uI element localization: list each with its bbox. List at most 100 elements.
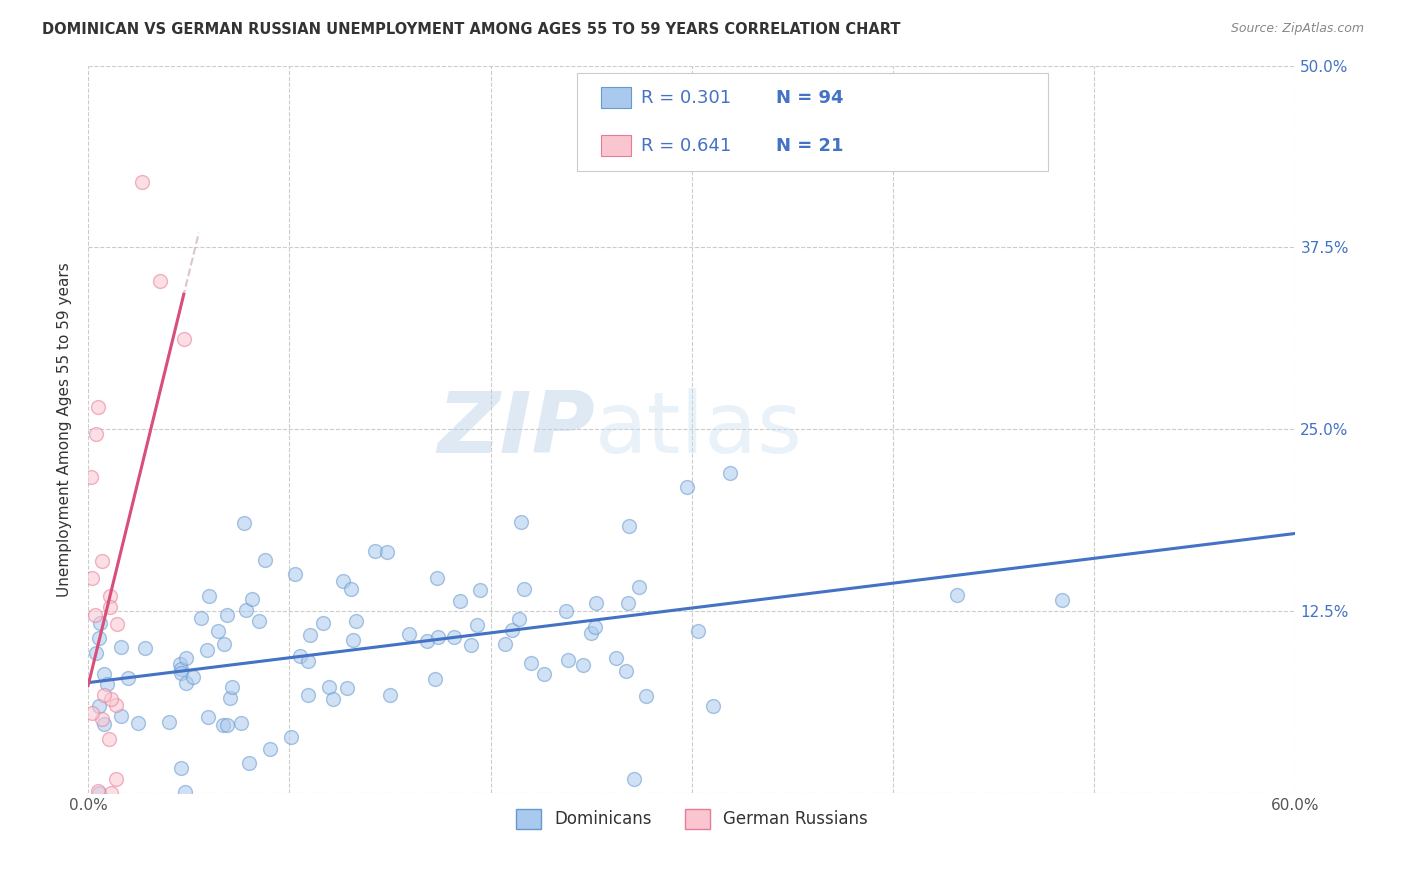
Point [676, 480, 699, 494]
Point [240, 592, 263, 607]
Point [104, 698, 127, 712]
Text: atlas: atlas [595, 388, 803, 471]
Point [100, 691, 122, 706]
Point [468, 583, 491, 598]
Point [219, 691, 242, 706]
Point [82, 706, 104, 720]
Point [342, 633, 364, 648]
Legend: Dominicans, German Russians: Dominicans, German Russians [509, 803, 875, 835]
Point [181, 669, 204, 683]
Point [170, 662, 193, 676]
Point [718, 466, 741, 480]
Point [89, 698, 111, 713]
Point [134, 641, 156, 656]
Point [513, 582, 536, 596]
Point [702, 698, 724, 713]
Point [375, 545, 398, 559]
Point [284, 566, 307, 581]
Point [297, 654, 319, 668]
Point [416, 633, 439, 648]
Point [298, 628, 321, 642]
Point [465, 618, 488, 632]
Point [449, 594, 471, 608]
Point [398, 627, 420, 641]
Point [280, 730, 302, 744]
Point [131, 175, 153, 189]
Point [89, 615, 111, 630]
Point [520, 657, 543, 671]
Point [318, 681, 340, 695]
Text: Source: ZipAtlas.com: Source: ZipAtlas.com [1230, 22, 1364, 36]
Point [605, 651, 627, 665]
Point [169, 657, 191, 671]
Point [614, 664, 637, 678]
Point [1052, 593, 1074, 607]
Point [195, 642, 218, 657]
Point [90, 554, 112, 568]
Point [93, 688, 115, 702]
Point [322, 691, 344, 706]
Text: R = 0.641: R = 0.641 [641, 136, 731, 154]
Point [288, 649, 311, 664]
Point [82, 571, 104, 585]
Point [170, 762, 193, 776]
Point [231, 715, 253, 730]
Point [557, 653, 579, 667]
Point [110, 709, 132, 723]
Point [443, 630, 465, 644]
Point [339, 582, 361, 597]
Point [127, 716, 149, 731]
Point [93, 716, 115, 731]
Point [627, 580, 650, 594]
Point [533, 666, 555, 681]
Point [173, 332, 195, 346]
Text: N = 21: N = 21 [776, 136, 844, 154]
Point [616, 596, 638, 610]
Point [259, 742, 281, 756]
Point [423, 672, 446, 686]
Point [508, 612, 530, 626]
Point [87, 400, 110, 414]
Point [215, 608, 238, 623]
Point [945, 588, 967, 602]
Point [426, 630, 449, 644]
Point [344, 614, 367, 628]
Point [221, 680, 243, 694]
Point [80, 470, 103, 484]
Point [207, 624, 229, 638]
Point [460, 638, 482, 652]
Point [212, 637, 235, 651]
Point [107, 617, 129, 632]
Text: R = 0.301: R = 0.301 [641, 88, 731, 106]
Point [583, 620, 606, 634]
Point [117, 671, 139, 685]
Point [312, 615, 335, 630]
Point [197, 710, 219, 724]
Point [100, 786, 122, 800]
Point [84, 607, 107, 622]
Point [247, 615, 270, 629]
Bar [602, 136, 631, 156]
Point [176, 675, 198, 690]
Point [215, 718, 238, 732]
Point [96, 677, 118, 691]
Point [98, 599, 121, 614]
Point [212, 718, 235, 732]
Point [572, 657, 595, 672]
Point [297, 689, 319, 703]
Text: DOMINICAN VS GERMAN RUSSIAN UNEMPLOYMENT AMONG AGES 55 TO 59 YEARS CORRELATION C: DOMINICAN VS GERMAN RUSSIAN UNEMPLOYMENT… [42, 22, 901, 37]
Point [238, 756, 260, 770]
Point [494, 637, 516, 651]
Point [254, 553, 277, 567]
Point [332, 574, 354, 588]
Point [98, 732, 121, 747]
Text: N = 94: N = 94 [776, 88, 844, 106]
Point [581, 625, 603, 640]
Point [617, 518, 640, 533]
FancyBboxPatch shape [576, 73, 1047, 171]
Point [190, 611, 212, 625]
Point [198, 590, 221, 604]
Point [149, 274, 172, 288]
Point [89, 632, 111, 646]
Point [87, 786, 110, 800]
